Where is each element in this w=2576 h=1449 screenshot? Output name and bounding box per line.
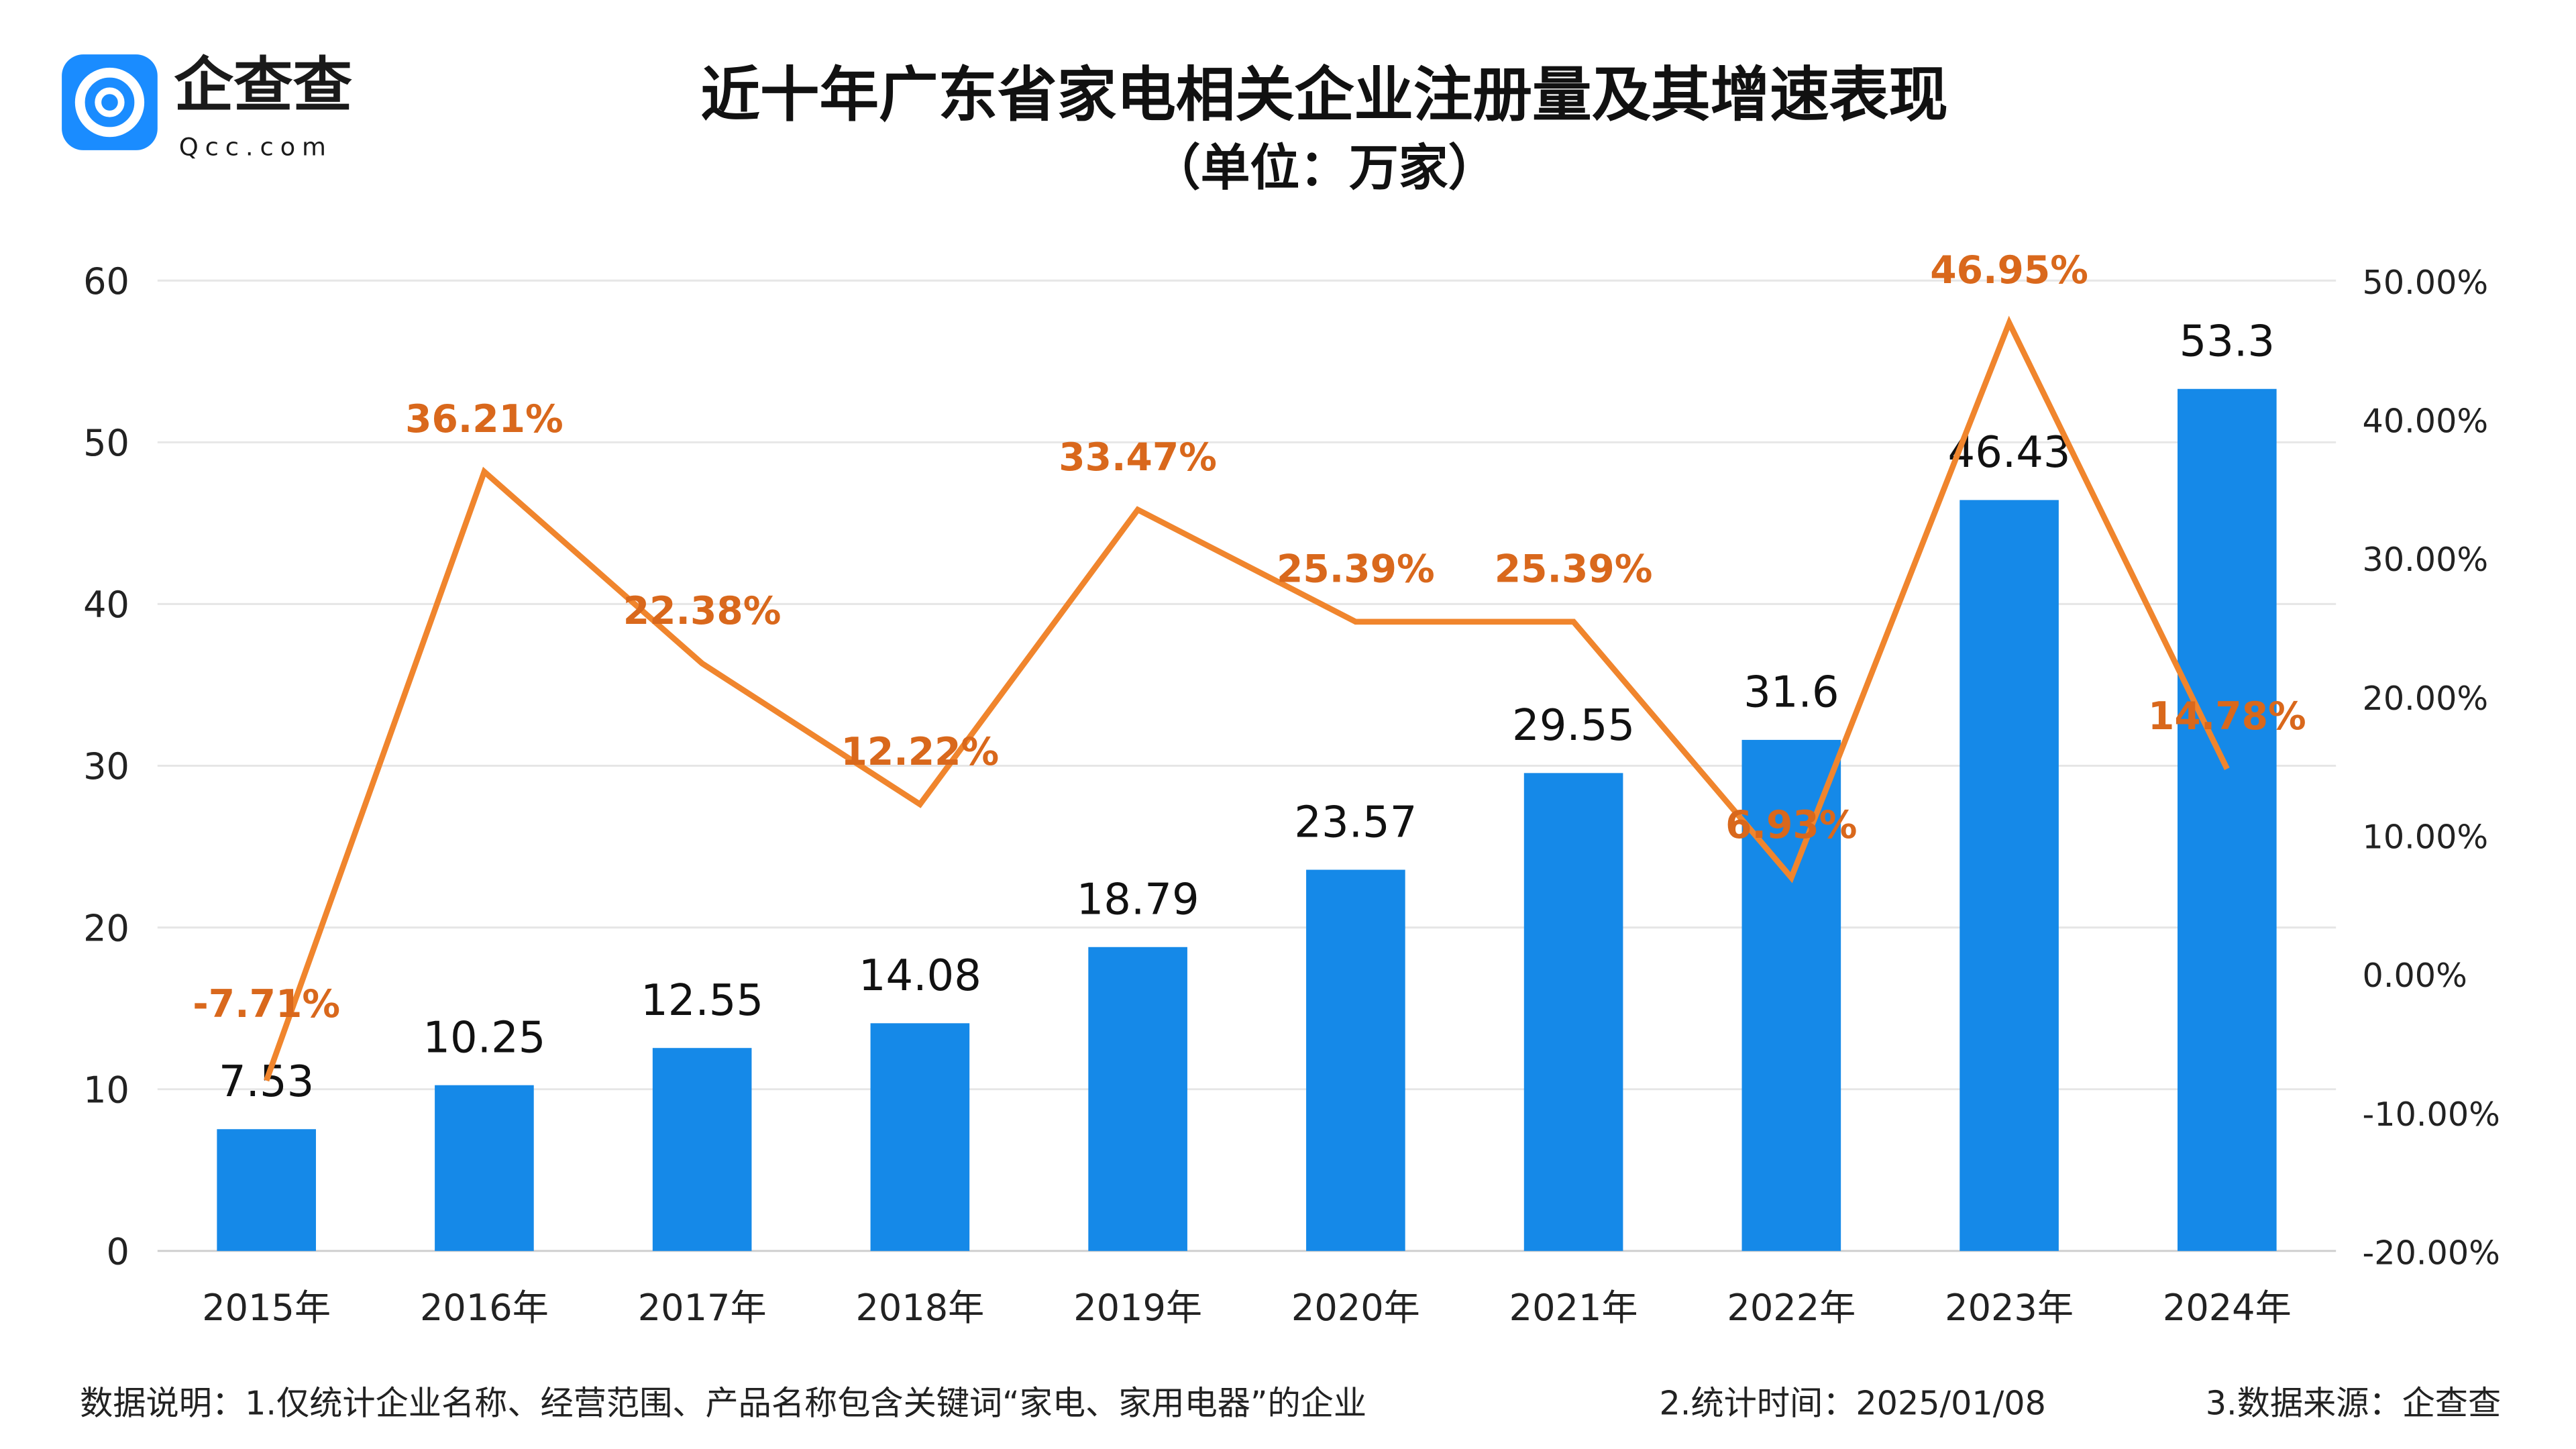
left-tick-label: 40 bbox=[83, 584, 129, 626]
line-value-label: 25.39% bbox=[1277, 547, 1435, 592]
bar bbox=[1523, 773, 1623, 1251]
x-axis: 2015年 2016年 2017年 2018年 2019年 2020年 2021年 2022年… bbox=[202, 1287, 2291, 1329]
growth-line bbox=[264, 315, 2230, 1082]
left-tick-label: 60 bbox=[83, 260, 129, 303]
bar bbox=[1306, 869, 1405, 1251]
bar bbox=[435, 1085, 534, 1251]
logo-text: 企查查 bbox=[174, 50, 352, 119]
x-tick-label: 2016年 bbox=[420, 1287, 549, 1329]
footer-note-3: 3.数据来源：企查查 bbox=[2206, 1383, 2501, 1422]
bar-value-label: 29.55 bbox=[1512, 701, 1635, 751]
bar-value-label: 23.57 bbox=[1294, 798, 1417, 847]
footer-note-1: 数据说明：1.仅统计企业名称、经营范围、产品名称包含关键词“家电、家用电器”的企… bbox=[80, 1383, 1366, 1422]
right-tick-label: 50.00% bbox=[2363, 263, 2489, 302]
x-tick-label: 2021年 bbox=[1509, 1287, 1638, 1329]
bar-value-label: 14.08 bbox=[859, 951, 981, 1001]
line-value-label: 33.47% bbox=[1059, 435, 1217, 480]
bar-value-label: 46.43 bbox=[1948, 428, 2071, 478]
x-tick-label: 2023年 bbox=[1945, 1287, 2074, 1329]
line-value-label: -7.71% bbox=[193, 982, 340, 1026]
line-value-label: 6.93% bbox=[1725, 803, 1857, 847]
bar-value-label: 12.55 bbox=[641, 976, 763, 1026]
x-tick-label: 2024年 bbox=[2163, 1287, 2292, 1329]
left-tick-label: 50 bbox=[83, 422, 129, 464]
right-tick-label: 0.00% bbox=[2363, 956, 2467, 995]
logo: 企查查 Qcc.com bbox=[62, 50, 353, 161]
bar bbox=[870, 1023, 970, 1251]
bar bbox=[652, 1048, 752, 1251]
chart-title: 近十年广东省家电相关企业注册量及其增速表现 bbox=[700, 60, 1947, 129]
bar-value-label: 18.79 bbox=[1077, 875, 1199, 925]
bar bbox=[1960, 500, 2059, 1251]
bar-value-label: 7.53 bbox=[219, 1057, 314, 1107]
bar bbox=[2178, 388, 2277, 1251]
right-tick-label: -10.00% bbox=[2363, 1095, 2500, 1134]
line-value-label: 14.78% bbox=[2148, 694, 2306, 739]
line-series: -7.71% 36.21% 22.38% 12.22% 33.47% 25.39% 25.3… bbox=[193, 248, 2306, 1082]
line-value-label: 12.22% bbox=[841, 730, 1000, 774]
line-value-label: 25.39% bbox=[1495, 547, 1653, 592]
line-value-label: 22.38% bbox=[623, 589, 782, 633]
bar bbox=[1741, 739, 1841, 1251]
x-tick-label: 2015年 bbox=[202, 1287, 331, 1329]
right-tick-label: 10.00% bbox=[2363, 818, 2489, 857]
line-value-label: 46.95% bbox=[1930, 248, 2088, 292]
right-tick-label: 20.00% bbox=[2363, 679, 2489, 718]
right-tick-label: -20.00% bbox=[2363, 1233, 2500, 1272]
bar-value-label: 10.25 bbox=[423, 1013, 545, 1063]
line-value-label: 36.21% bbox=[405, 397, 564, 441]
right-tick-label: 30.00% bbox=[2363, 540, 2489, 579]
bar-value-label: 53.3 bbox=[2180, 317, 2275, 367]
left-axis: 0 10 20 30 40 50 60 bbox=[83, 260, 129, 1273]
left-tick-label: 20 bbox=[83, 907, 129, 949]
x-tick-label: 2017年 bbox=[638, 1287, 767, 1329]
logo-domain: Qcc.com bbox=[179, 132, 333, 161]
x-tick-label: 2019年 bbox=[1073, 1287, 1202, 1329]
x-tick-label: 2018年 bbox=[855, 1287, 984, 1329]
chart-subtitle: （单位：万家） bbox=[1151, 140, 1498, 197]
footer-note-2: 2.统计时间：2025/01/08 bbox=[1660, 1383, 2046, 1422]
x-tick-label: 2020年 bbox=[1291, 1287, 1420, 1329]
right-tick-label: 40.00% bbox=[2363, 402, 2489, 441]
bar bbox=[217, 1129, 316, 1251]
right-axis: -20.00% -10.00% 0.00% 10.00% 20.00% 30.00% 40.… bbox=[2363, 263, 2500, 1273]
left-tick-label: 30 bbox=[83, 745, 129, 788]
bar-series: 7.53 10.25 12.55 14.08 18.79 23.57 29.55 31.6 46… bbox=[217, 317, 2277, 1251]
left-tick-label: 0 bbox=[107, 1230, 129, 1273]
x-tick-label: 2022年 bbox=[1727, 1287, 1856, 1329]
left-tick-label: 10 bbox=[83, 1069, 129, 1111]
bar bbox=[1088, 947, 1187, 1251]
bar-value-label: 31.6 bbox=[1743, 668, 1839, 718]
